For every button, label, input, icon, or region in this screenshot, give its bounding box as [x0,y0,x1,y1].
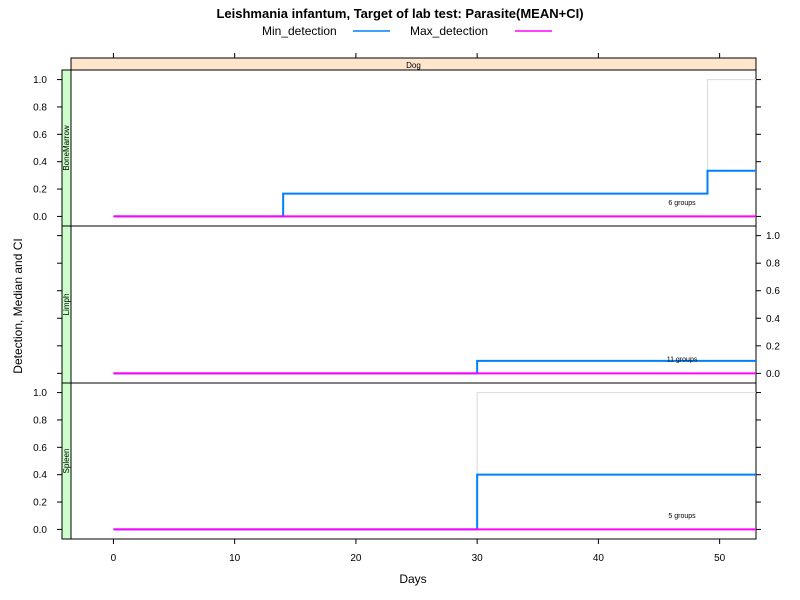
y-tick-label: 0.4 [33,470,47,481]
y-tick-label: 0.8 [766,259,780,270]
plot-area: Dog 0 10 20 30 40 50 BoneMarrow 0.0 0.2 0.4 0.6 0.8 1… [33,53,780,564]
x-tick-label: 0 [111,553,117,564]
y-tick-label: 1.0 [33,388,47,399]
legend-label-min: Min_detection [262,24,337,38]
y-tick-label: 0.0 [766,369,780,380]
y-tick-label: 0.6 [33,130,47,141]
legend: Min_detection Max_detection [262,24,552,38]
x-axis-label: Days [399,572,426,586]
annotation-spleen: 5 groups [668,513,696,520]
x-tick-label: 20 [350,553,362,564]
y-tick-label: 0.8 [33,102,47,113]
y-tick-label: 0.2 [766,341,780,352]
y-tick-label: 0.0 [33,525,47,536]
panel-frame-bonemarrow [70,69,757,227]
panel-label-bonemarrow: BoneMarrow [62,125,71,171]
panel-frame-spleen [70,382,757,540]
x-tick-label: 10 [229,553,241,564]
legend-label-max: Max_detection [410,24,488,38]
y-tick-label: 1.0 [33,75,47,86]
x-tick-label: 30 [472,553,484,564]
y-tick-label: 0.8 [33,415,47,426]
series-min-detection-bonemarrow [113,169,756,218]
strip-label: Dog [406,61,421,70]
panel-label-spleen: Spleen [62,449,71,474]
annotation-limph: 11 groups [667,357,698,364]
x-tick-label: 50 [714,553,726,564]
y-tick-label: 0.6 [766,286,780,297]
ci-line-bonemarrow [707,79,756,171]
series-min-detection-limph [113,359,756,375]
y-tick-label: 0.6 [33,443,47,454]
annotation-bonemarrow: 6 groups [668,200,696,207]
y-tick-label: 0.2 [33,185,47,196]
ci-line-spleen [476,392,756,475]
y-tick-label: 0.2 [33,498,47,509]
series-min-detection-spleen [113,473,756,531]
y-tick-label: 1.0 [766,231,780,242]
x-tick-label: 40 [593,553,605,564]
y-axis-label: Detection, Median and CI [11,238,25,373]
panel-frame-limph [70,225,757,384]
y-tick-label: 0.4 [33,157,47,168]
y-tick-label: 0.0 [33,212,47,223]
panel-label-limph: Limph [62,294,71,316]
y-tick-label: 0.4 [766,314,780,325]
chart-title: Leishmania infantum, Target of lab test:… [216,6,583,21]
